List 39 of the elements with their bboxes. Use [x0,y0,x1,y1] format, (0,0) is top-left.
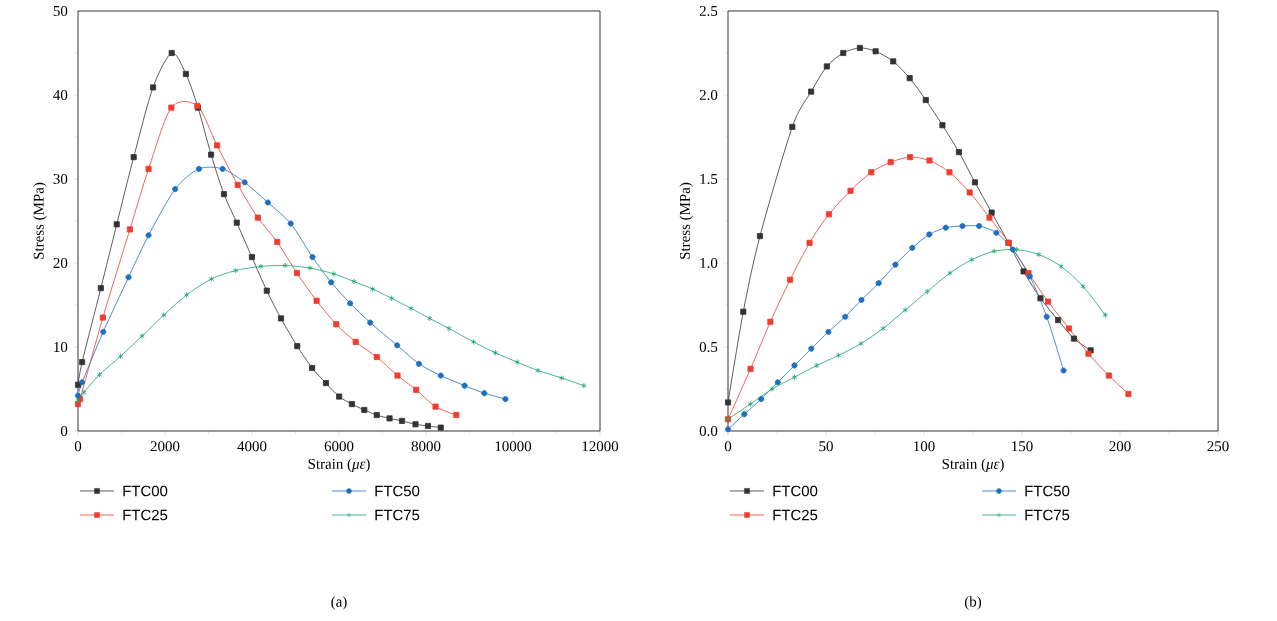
y-tick-label: 50 [53,5,68,17]
y-tick-label: 40 [53,89,68,101]
y-tick-label: 30 [53,173,68,185]
y-axis-title: Stress (MPa) [33,182,47,259]
y-tick-label: 2.0 [699,89,718,101]
x-tick-label: 12000 [582,441,619,452]
x-axis-title: Strain (με) [308,458,370,472]
legend-label: FTC25 [773,509,818,521]
y-axis-title: Stress (MPa) [679,182,693,259]
legend-label: FTC75 [1025,509,1070,521]
x-tick-label: 50 [819,441,833,452]
y-tick-label: 0.0 [699,425,718,437]
x-tick-label: 100 [914,441,935,452]
y-tick-label: 1.5 [700,173,718,185]
x-axis-title: Strain (με) [942,458,1004,472]
y-tick-label: 0.5 [699,341,718,353]
text: (a) [331,596,347,610]
x-tick-label: 2000 [150,441,180,452]
x-tick-label: 6000 [324,441,354,452]
x-tick-label: 250 [1207,441,1229,452]
legend-label: FTC00 [773,485,818,497]
y-tick-label: 2.5 [699,5,718,17]
x-tick-label: 10000 [495,441,532,452]
y-tick-label: 1.0 [700,257,718,269]
legend-label: FTC50 [375,485,420,497]
x-tick-label: 0 [74,441,82,452]
legend-label: FTC50 [1025,485,1070,497]
x-tick-label: 8000 [411,441,441,452]
legend-label: FTC75 [375,509,420,521]
legend-label: FTC00 [123,485,168,497]
y-tick-label: 10 [54,341,68,353]
y-tick-label: 0 [60,425,68,437]
x-tick-label: 4000 [237,441,267,452]
text: (b) [964,596,982,610]
legend-label: FTC25 [123,509,168,521]
x-tick-label: 150 [1012,441,1033,452]
x-tick-label: 0 [724,441,732,452]
y-tick-label: 20 [53,257,68,269]
x-tick-label: 200 [1109,441,1131,452]
